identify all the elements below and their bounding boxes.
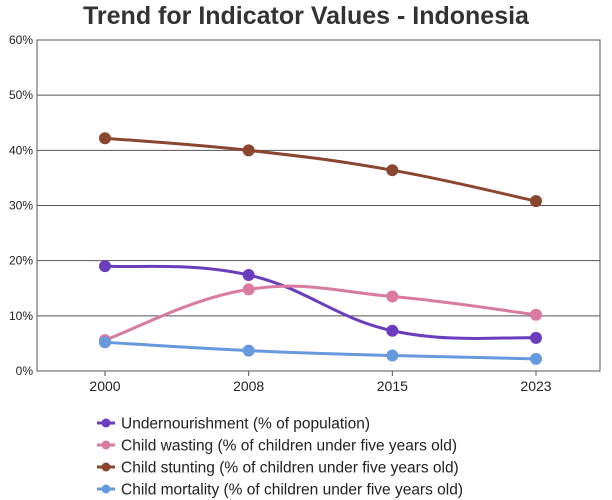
data-point[interactable] [530,308,542,321]
data-point[interactable] [386,349,399,362]
legend-item[interactable]: Child mortality (% of children under fiv… [97,482,463,499]
series-line [104,136,537,203]
data-point[interactable] [530,195,542,208]
data-point[interactable] [386,164,399,177]
data-point[interactable] [386,290,399,303]
y-tick-label: 40% [9,143,33,157]
legend-swatch-marker [101,484,111,494]
y-tick-label: 10% [9,309,33,323]
series-line [104,264,537,340]
y-tick-label: 30% [9,199,33,213]
legend-label: Child stunting (% of children under five… [121,460,459,477]
data-point[interactable] [242,144,255,157]
series-line [104,284,537,342]
series-4 [99,336,542,365]
series-2 [99,283,542,347]
y-tick-label: 0% [16,364,34,378]
y-tick-label: 50% [9,88,33,102]
data-point[interactable] [99,336,111,349]
legend-swatch-marker [101,418,111,428]
legend-item[interactable]: Child stunting (% of children under five… [97,460,459,477]
series-layer [99,132,542,365]
x-tick-label: 2000 [89,378,120,394]
series-1 [99,260,542,344]
data-point[interactable] [242,344,255,357]
y-tick-label: 20% [9,254,33,268]
series-3 [99,132,542,208]
data-point[interactable] [242,283,255,296]
legend-swatch-marker [101,462,111,472]
series-line [104,340,537,361]
x-tick-label: 2023 [520,378,551,394]
data-point[interactable] [242,269,255,282]
legend-item[interactable]: Undernourishment (% of population) [97,416,370,433]
legend-label: Child wasting (% of children under five … [121,438,457,455]
data-point[interactable] [530,352,542,365]
data-point[interactable] [99,260,111,273]
y-axis: 0% 10% 20% 30% 40% 50% 60% [9,33,33,378]
data-point[interactable] [386,324,399,337]
x-tick-label: 2015 [377,378,408,394]
chart-title: Trend for Indicator Values - Indonesia [83,2,530,30]
legend-swatch-marker [101,440,111,450]
plot-frame [36,39,601,372]
y-tick-label: 60% [9,33,33,47]
data-point[interactable] [530,331,542,344]
legend-label: Child mortality (% of children under fiv… [121,482,463,499]
x-tick-label: 2008 [233,378,264,394]
x-axis: 2000 2008 2015 2023 [89,371,552,394]
legend: Undernourishment (% of population) Child … [97,416,463,499]
data-point[interactable] [99,132,111,145]
legend-item[interactable]: Child wasting (% of children under five … [97,438,457,455]
grid-lines [37,94,600,317]
legend-label: Undernourishment (% of population) [121,416,370,433]
